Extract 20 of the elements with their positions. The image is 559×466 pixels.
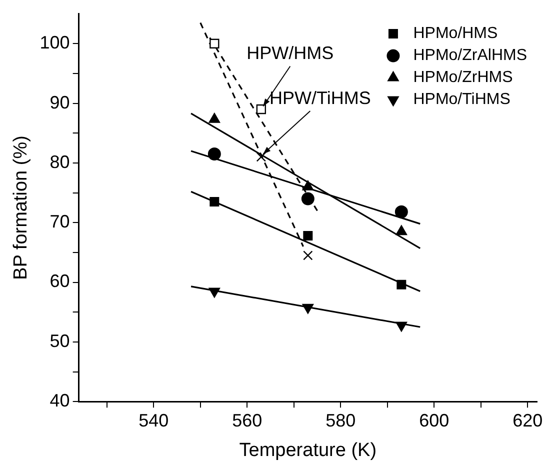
x-tick-label: 580 — [326, 410, 356, 430]
x-axis-title: Temperature (K) — [239, 440, 377, 461]
x-tick-label: 540 — [138, 410, 169, 430]
y-tick-label: 80 — [50, 152, 70, 172]
x-tick-label: 560 — [232, 410, 262, 430]
x-tick-label: 600 — [419, 410, 450, 430]
legend-label: HPMo/TiHMS — [413, 91, 510, 108]
y-axis-title: BP formation (%) — [10, 136, 32, 280]
y-tick-label: 50 — [50, 330, 70, 351]
annotation: HPW/HMS — [246, 43, 334, 64]
legend-label: HPMo/ZrHMS — [413, 69, 513, 86]
y-tick-label: 90 — [50, 92, 70, 112]
y-tick-label: 70 — [50, 212, 70, 232]
legend-label: HPMo/HMS — [413, 25, 498, 42]
x-tick-label: 620 — [512, 410, 543, 430]
annotation: HPW/TiHMS — [270, 88, 371, 108]
y-tick-label: 100 — [40, 32, 70, 53]
y-tick-label: 60 — [50, 271, 70, 292]
y-tick-label: 40 — [50, 390, 70, 411]
legend-label: HPMo/ZrAlHMS — [413, 47, 527, 64]
